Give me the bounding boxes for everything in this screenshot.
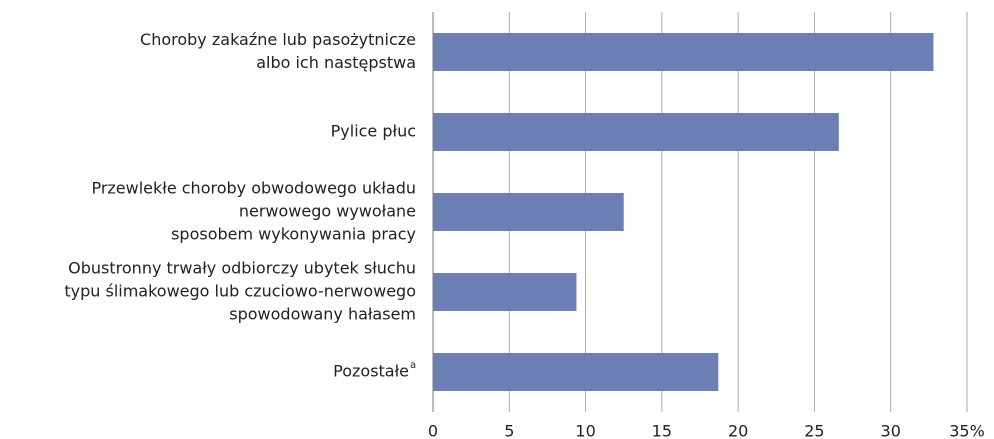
x-tick-label: 35% xyxy=(949,422,985,439)
bar xyxy=(433,113,839,151)
x-tick-label: 20 xyxy=(728,422,748,439)
category-label: Przewlekłe choroby obwodowego układu xyxy=(91,179,416,198)
category-label: nerwowego wywołane xyxy=(239,202,416,221)
category-label: Obustronny trwały odbiorczy ubytek słuch… xyxy=(68,259,416,278)
bar xyxy=(433,273,577,311)
x-tick-label: 10 xyxy=(575,422,595,439)
bar xyxy=(433,193,624,231)
footnote-marker: a xyxy=(410,360,416,371)
x-tick-label: 15 xyxy=(652,422,672,439)
category-label: spowodowany hałasem xyxy=(229,305,416,324)
x-tick-label: 0 xyxy=(428,422,438,439)
x-tick-label: 30 xyxy=(881,422,901,439)
x-tick-label: 25 xyxy=(804,422,824,439)
x-tick-label: 5 xyxy=(504,422,514,439)
category-label: typu ślimakowego lub czuciowo-nerwowego xyxy=(64,282,416,301)
category-label: sposobem wykonywania pracy xyxy=(171,225,416,244)
bar xyxy=(433,33,934,71)
category-label: Pozostałe xyxy=(333,362,409,381)
bar xyxy=(433,353,719,391)
category-label: albo ich następstwa xyxy=(256,53,416,72)
category-label: Pylice płuc xyxy=(331,122,416,141)
category-label: Choroby zakaźne lub pasożytnicze xyxy=(140,30,416,49)
